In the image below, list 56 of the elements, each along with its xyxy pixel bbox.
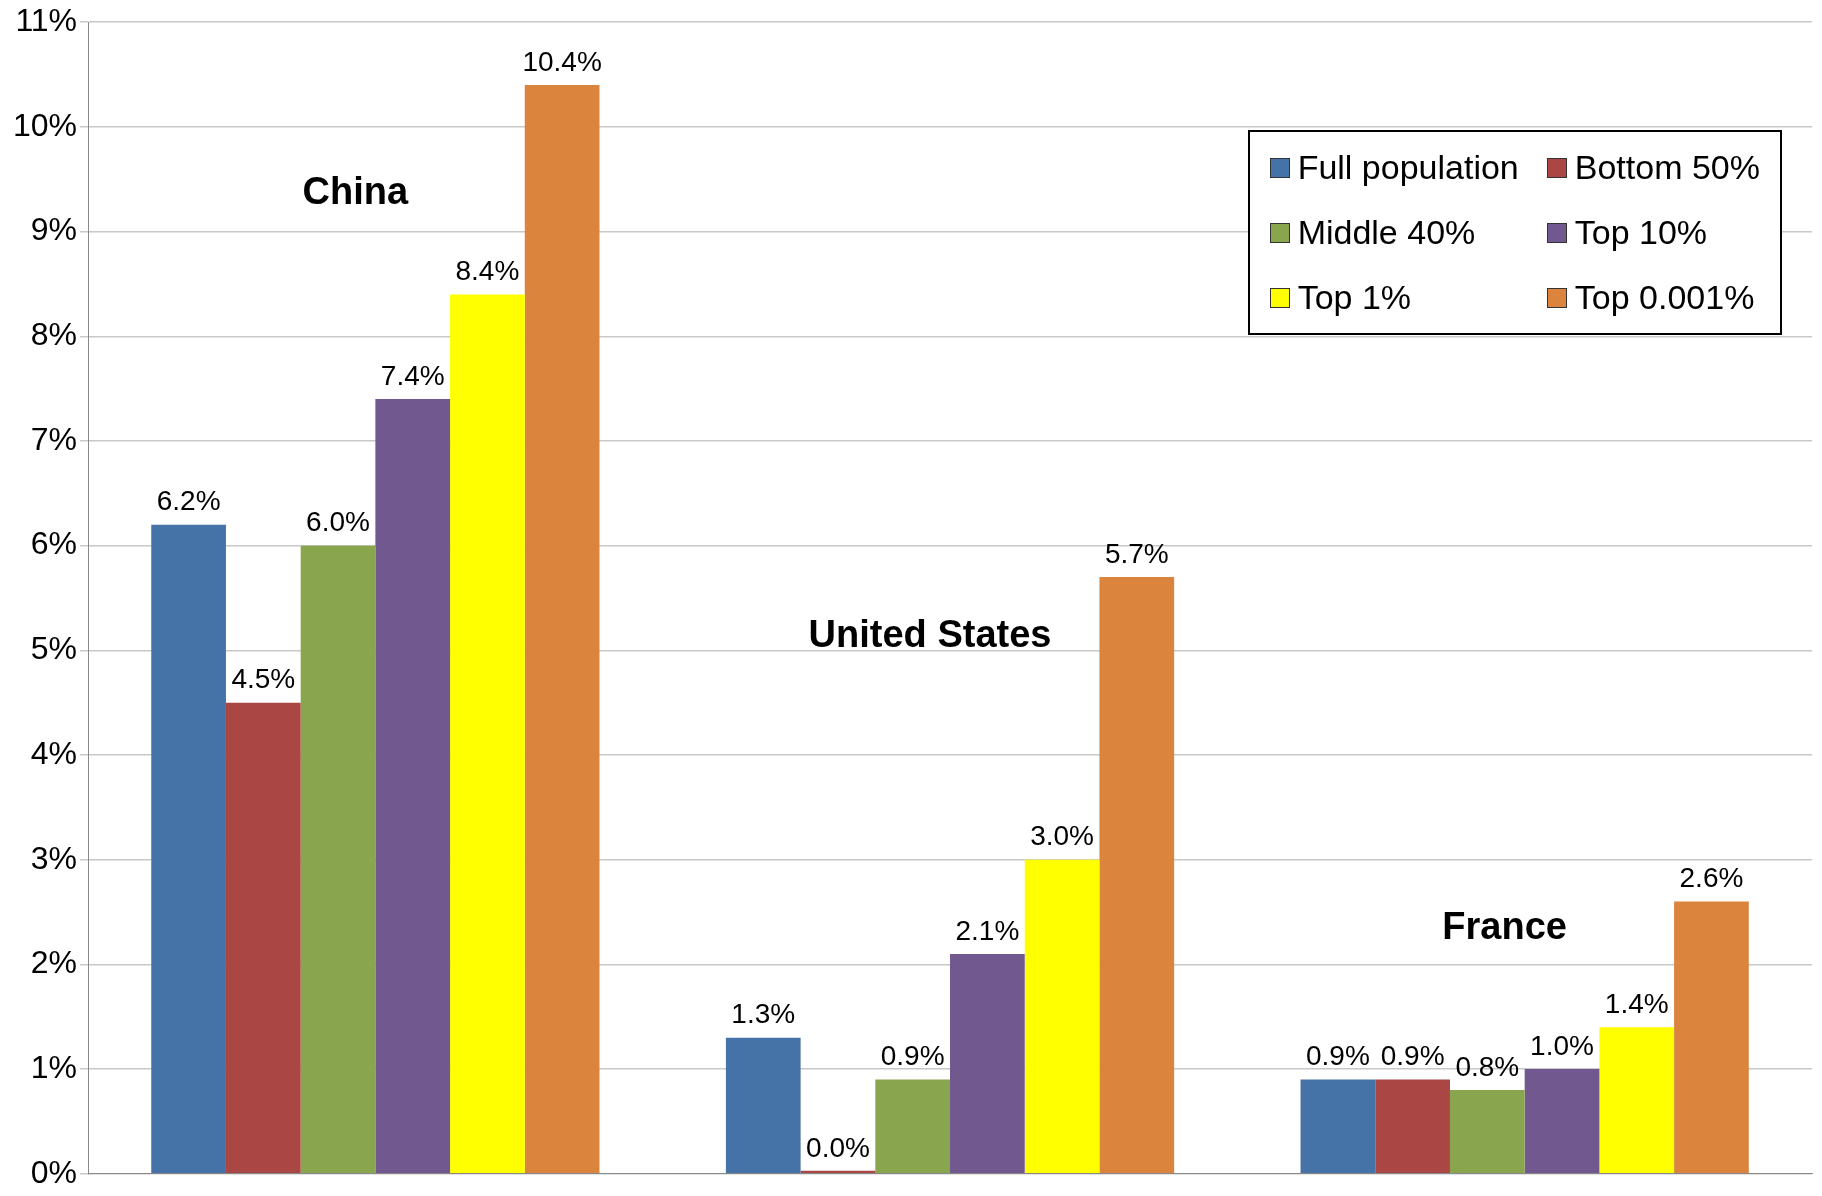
- y-tick-label: 8%: [30, 316, 78, 353]
- data-label: 2.1%: [955, 914, 1020, 946]
- bar: [375, 399, 451, 1174]
- data-label: 1.0%: [1530, 1029, 1594, 1061]
- annotation: China: [302, 170, 410, 213]
- bar: [1024, 859, 1100, 1174]
- bar: [1524, 1069, 1600, 1174]
- y-tick-label: 9%: [30, 211, 78, 248]
- bar: [450, 294, 525, 1174]
- legend-label: Top 1%: [1297, 278, 1412, 317]
- legend-label: Bottom 50%: [1574, 148, 1760, 187]
- data-label: 6.0%: [306, 506, 370, 538]
- legend-label: Middle 40%: [1297, 213, 1476, 252]
- y-tick-label: 5%: [30, 630, 78, 667]
- data-label: 4.5%: [231, 663, 296, 695]
- annotation: United States: [808, 613, 1052, 656]
- data-label: 8.4%: [455, 255, 520, 287]
- data-label: 2.6%: [1679, 862, 1744, 894]
- annotation: France: [1442, 905, 1567, 948]
- data-label: 3.0%: [1030, 820, 1094, 852]
- data-label: 10.4%: [522, 45, 602, 77]
- y-tick-label: 2%: [30, 944, 78, 981]
- bar: [950, 953, 1025, 1174]
- y-tick-label: 11%: [15, 2, 78, 39]
- data-label: 0.9%: [1306, 1040, 1370, 1072]
- legend-label: Full population: [1297, 148, 1519, 187]
- data-label: 1.4%: [1604, 987, 1669, 1019]
- y-tick-label: 10%: [13, 106, 78, 143]
- data-label: 0.9%: [880, 1040, 945, 1072]
- bar: [725, 1037, 801, 1174]
- y-tick-label: 3%: [30, 839, 78, 876]
- bar: [300, 545, 376, 1174]
- y-tick-label: 1%: [30, 1048, 78, 1085]
- data-label: 7.4%: [380, 359, 445, 391]
- y-tick-label: 7%: [30, 420, 78, 457]
- y-tick-label: 6%: [30, 525, 78, 562]
- bar: [225, 702, 301, 1174]
- data-label: 0.0%: [806, 1131, 870, 1163]
- bar: [151, 524, 226, 1174]
- bar: [1449, 1090, 1525, 1174]
- data-label: 5.7%: [1104, 537, 1169, 569]
- bar: [1599, 1027, 1675, 1174]
- data-label: 1.3%: [731, 998, 796, 1030]
- data-label: 0.8%: [1455, 1050, 1520, 1082]
- bar: [524, 85, 600, 1174]
- bar: [1099, 577, 1175, 1174]
- y-tick-label: 4%: [30, 734, 78, 771]
- bar: [1300, 1079, 1376, 1174]
- bar: [875, 1079, 951, 1174]
- bar: [1674, 901, 1749, 1174]
- bar: [1375, 1079, 1450, 1174]
- y-tick-label: 0%: [30, 1153, 78, 1190]
- data-label: 0.9%: [1380, 1040, 1445, 1072]
- legend-label: Top 10%: [1574, 213, 1708, 252]
- data-label: 6.2%: [156, 485, 221, 517]
- legend-label: Top 0.001%: [1574, 278, 1755, 317]
